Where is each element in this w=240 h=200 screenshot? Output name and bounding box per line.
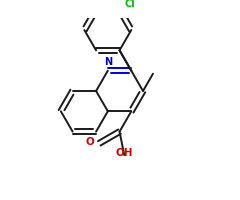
Text: O: O (86, 137, 95, 147)
Text: N: N (104, 57, 112, 67)
Text: Cl: Cl (124, 0, 135, 9)
Text: OH: OH (115, 148, 133, 158)
